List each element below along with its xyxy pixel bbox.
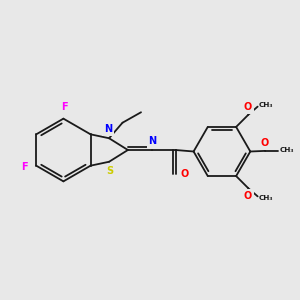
Text: F: F [22, 162, 28, 172]
Text: O: O [260, 137, 269, 148]
Text: CH₃: CH₃ [259, 195, 274, 201]
Text: N: N [148, 136, 157, 146]
Text: O: O [181, 169, 189, 179]
Text: N: N [104, 124, 112, 134]
Text: O: O [243, 191, 252, 201]
Text: F: F [61, 102, 68, 112]
Text: CH₃: CH₃ [279, 147, 294, 153]
Text: O: O [243, 102, 252, 112]
Text: CH₃: CH₃ [259, 102, 274, 108]
Text: S: S [107, 166, 114, 176]
